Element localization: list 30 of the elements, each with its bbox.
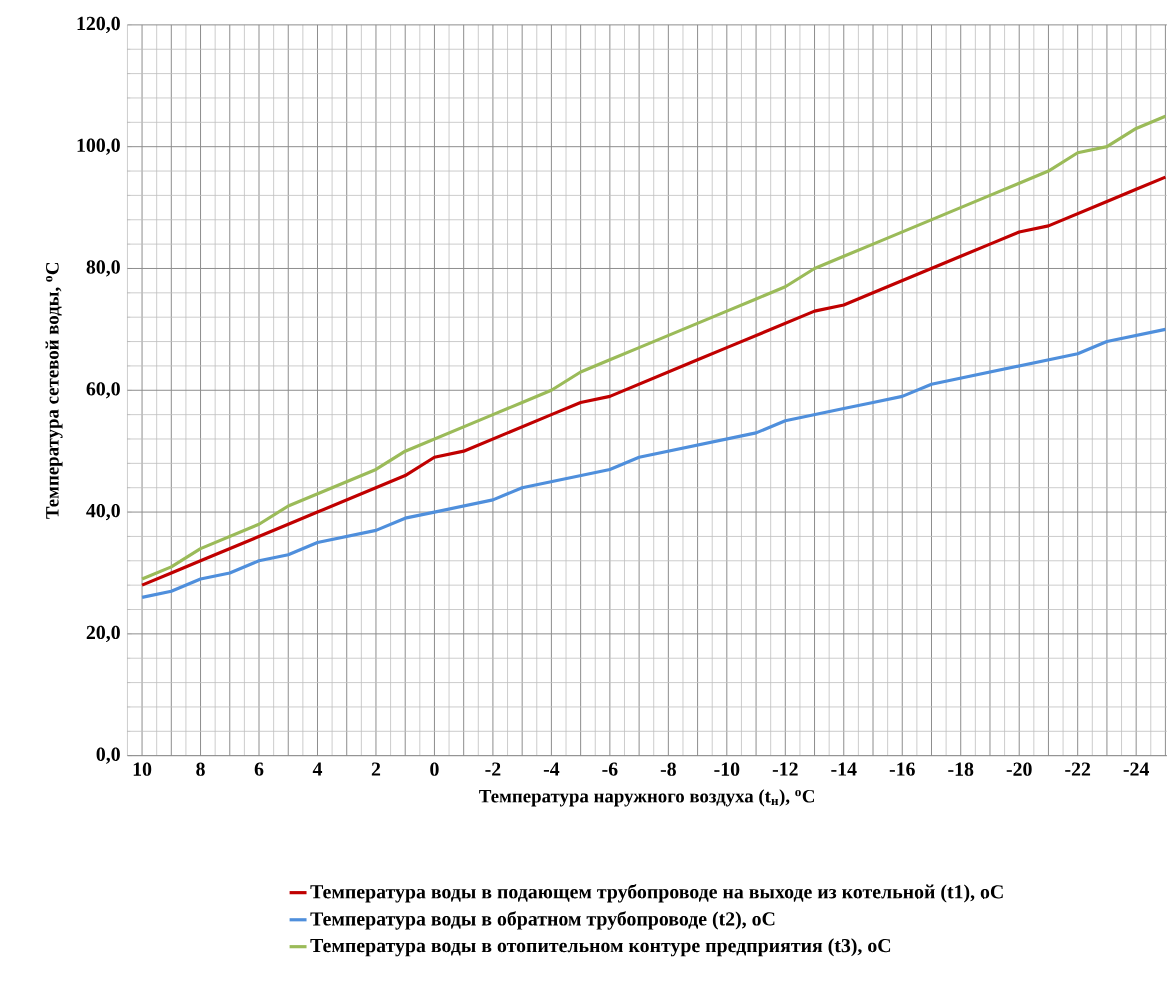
y-tick-label: 40,0 (86, 504, 120, 521)
x-tick-label: -16 (889, 762, 915, 776)
x-tick-label: -20 (1006, 762, 1032, 777)
y-tick-label: 120,0 (77, 16, 120, 34)
x-tick-label: 2 (371, 762, 381, 776)
x-tick-label: -10 (714, 762, 740, 777)
x-tick-label: -24 (1123, 762, 1150, 776)
x-tick-label: -14 (831, 762, 857, 776)
x-tick-label: -4 (543, 762, 560, 776)
legend-label: Температура воды в отопительном контуре предприятия (t3), оС (310, 938, 891, 957)
x-tick-label: -6 (602, 762, 618, 776)
y-tick-label: 80,0 (86, 260, 120, 277)
x-tick-label: -8 (660, 762, 676, 777)
legend-label: Температура воды в подающем трубопроводе на выходе из котельной (t1), оС (310, 884, 1003, 903)
x-tick-label: 8 (196, 762, 205, 777)
y-tick-label: 60,0 (86, 382, 120, 399)
x-tick-label: -18 (948, 762, 974, 777)
y-axis-title: Температура сетевой воды, $^{o}$С (45, 263, 63, 519)
x-tick-label: -2 (485, 762, 501, 776)
x-tick-label: -22 (1065, 762, 1091, 776)
x-tick-label: 0 (430, 762, 439, 777)
x-tick-label: 4 (312, 762, 323, 776)
x-axis-title: Температура наружного воздуха (t$_{н}$), $^{o}$C (479, 789, 815, 807)
legend-label: Температура воды в обратном трубопроводе (t2), оС (310, 911, 775, 930)
x-tick-label: 10 (133, 762, 152, 777)
x-tick-label: 6 (254, 762, 264, 776)
x-tick-label: -12 (772, 762, 798, 776)
y-tick-label: 0,0 (96, 747, 120, 764)
y-tick-label: 100,0 (77, 138, 120, 155)
y-tick-label: 20,0 (86, 625, 120, 643)
